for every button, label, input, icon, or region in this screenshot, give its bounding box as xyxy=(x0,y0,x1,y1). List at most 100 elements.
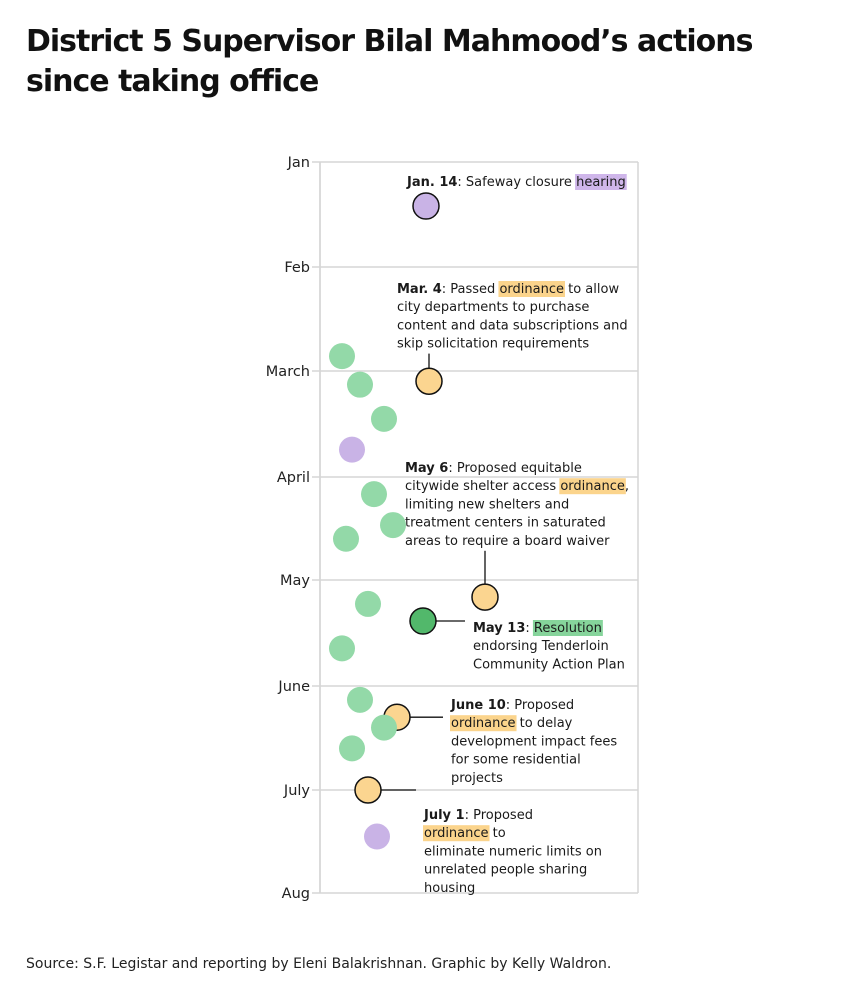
annotation-segment: city departments to purchase xyxy=(397,300,589,315)
highlighted-term: ordinance xyxy=(499,282,564,297)
chart-title: District 5 Supervisor Bilal Mahmood’s ac… xyxy=(26,24,753,99)
action-dot-ordinance xyxy=(415,367,443,396)
annotation-segment: to xyxy=(489,826,506,841)
annotation: May 13: Resolution endorsing Tenderloin Co… xyxy=(473,620,625,672)
y-tick-label: April xyxy=(277,470,310,486)
annotation-segment: : Passed xyxy=(442,282,500,297)
annotation-line: endorsing Tenderloin xyxy=(473,639,609,654)
action-dot-resolution xyxy=(371,405,397,432)
action-dot-ordinance xyxy=(354,776,382,804)
annotation: July 1: Proposed ordinance to eliminate nu… xyxy=(423,808,602,896)
annotation-line: projects xyxy=(451,771,503,786)
annotation: Jan. 14: Safeway closure hearing xyxy=(406,174,627,190)
highlighted-term: ordinance xyxy=(560,479,625,494)
action-dot-hearing xyxy=(364,823,390,850)
annotation-line: unrelated people sharing xyxy=(424,863,587,878)
highlight-box xyxy=(559,478,626,495)
annotation-line: skip solicitation requirements xyxy=(397,337,589,352)
y-tick-label: Feb xyxy=(284,260,310,276)
highlight-box xyxy=(450,715,517,732)
annotation-line: May 6: Proposed equitable xyxy=(405,461,582,476)
annotation: Mar. 4: Passed ordinance to allow city de… xyxy=(397,281,628,352)
highlight-box xyxy=(498,281,565,297)
annotation-line: Community Action Plan xyxy=(473,657,625,672)
annotation-line: areas to require a board waiver xyxy=(405,534,610,549)
y-axis: Jan Feb March April May June July Aug xyxy=(266,155,311,902)
action-dot-resolution xyxy=(329,635,355,662)
action-dot-hearing xyxy=(412,192,440,220)
action-dot-resolution xyxy=(361,481,387,508)
action-dot-resolution xyxy=(339,735,365,762)
annotation-line: June 10: Proposed xyxy=(450,698,574,713)
y-tick-label: March xyxy=(266,364,310,380)
highlighted-term: ordinance xyxy=(451,716,516,731)
highlighted-term: ordinance xyxy=(424,826,489,841)
action-dot-resolution xyxy=(333,525,359,552)
annotation-segment: eliminate numeric limits on xyxy=(424,844,602,859)
annotation-line: housing xyxy=(424,881,475,896)
highlight-box xyxy=(423,825,490,842)
annotation-line: ordinance to xyxy=(424,826,506,841)
annotation: June 10: Proposed ordinance to delay devel… xyxy=(450,698,617,786)
grid-layer xyxy=(312,161,639,894)
annotation-segment: skip solicitation requirements xyxy=(397,337,589,352)
annotation-segment: Community Action Plan xyxy=(473,657,625,672)
annotation-line: limiting new shelters and xyxy=(405,497,569,512)
annotation-segment: unrelated people sharing xyxy=(424,863,587,878)
annotation-segment: endorsing Tenderloin xyxy=(473,639,609,654)
action-dot-ordinance xyxy=(471,583,499,611)
action-dot-resolution xyxy=(380,512,406,539)
annotation-segment: Mar. 4 xyxy=(397,282,442,297)
annotation-segment: to delay xyxy=(516,716,573,731)
action-dot-resolution xyxy=(409,607,437,635)
highlighted-term: hearing xyxy=(576,175,626,190)
action-dot-hearing xyxy=(339,436,365,463)
annotation: May 6: Proposed equitable citywide shelte… xyxy=(405,461,629,549)
annotation-segment: : Safeway closure xyxy=(457,175,576,190)
annotation-line: July 1: Proposed xyxy=(423,808,533,823)
annotation-segment: : xyxy=(525,621,534,636)
annotation-segment: July 1 xyxy=(423,808,465,823)
y-tick-label: Jan xyxy=(287,155,310,171)
annotation-line: content and data subscriptions and xyxy=(397,318,628,333)
annotation-segment: content and data subscriptions and xyxy=(397,318,628,333)
action-dot-resolution xyxy=(329,343,355,370)
y-tick-label: June xyxy=(277,679,310,695)
annotation-line: ordinance to delay xyxy=(451,716,573,731)
annotation-line: city departments to purchase xyxy=(397,300,589,315)
annotation-line: May 13: Resolution xyxy=(473,621,602,636)
action-dot-resolution xyxy=(347,371,373,398)
annotation-segment: limiting new shelters and xyxy=(405,497,569,512)
action-dot-resolution xyxy=(347,686,373,713)
annotation-segment: , xyxy=(625,479,629,494)
annotation-line: Jan. 14: Safeway closure hearing xyxy=(406,175,626,190)
annotation-segment: May 13 xyxy=(473,621,525,636)
annotation-line: Mar. 4: Passed ordinance to allow xyxy=(397,282,619,297)
annotation-segment: : Proposed xyxy=(506,698,574,713)
annotation-segment: May 6 xyxy=(405,461,448,476)
annotation-line: development impact fees xyxy=(451,734,617,749)
annotation-segment: : Proposed equitable xyxy=(448,461,582,476)
source-note: Source: S.F. Legistar and reporting by E… xyxy=(26,956,612,972)
annotation-segment: June 10 xyxy=(450,698,506,713)
annotation-segment: treatment centers in saturated xyxy=(405,516,606,531)
annotation-line: treatment centers in saturated xyxy=(405,516,606,531)
annotation-segment: projects xyxy=(451,771,503,786)
annotation-line: eliminate numeric limits on xyxy=(424,844,602,859)
leader-lines xyxy=(381,353,486,791)
annotation-segment: housing xyxy=(424,881,475,896)
annotation-segment: development impact fees xyxy=(451,734,617,749)
annotation-segment: Jan. 14 xyxy=(406,175,457,190)
annotation-segment: areas to require a board waiver xyxy=(405,534,610,549)
annotation-line: citywide shelter access ordinance, xyxy=(405,479,629,494)
annotation-segment: to allow xyxy=(564,282,619,297)
action-dot-resolution xyxy=(371,714,397,741)
highlight-box xyxy=(532,620,603,636)
y-tick-label: May xyxy=(280,573,310,589)
annotation-segment: : Proposed xyxy=(465,808,533,823)
annotation-line: for some residential xyxy=(451,753,581,768)
y-tick-label: July xyxy=(283,783,310,799)
annotation-segment: citywide shelter access xyxy=(405,479,560,494)
